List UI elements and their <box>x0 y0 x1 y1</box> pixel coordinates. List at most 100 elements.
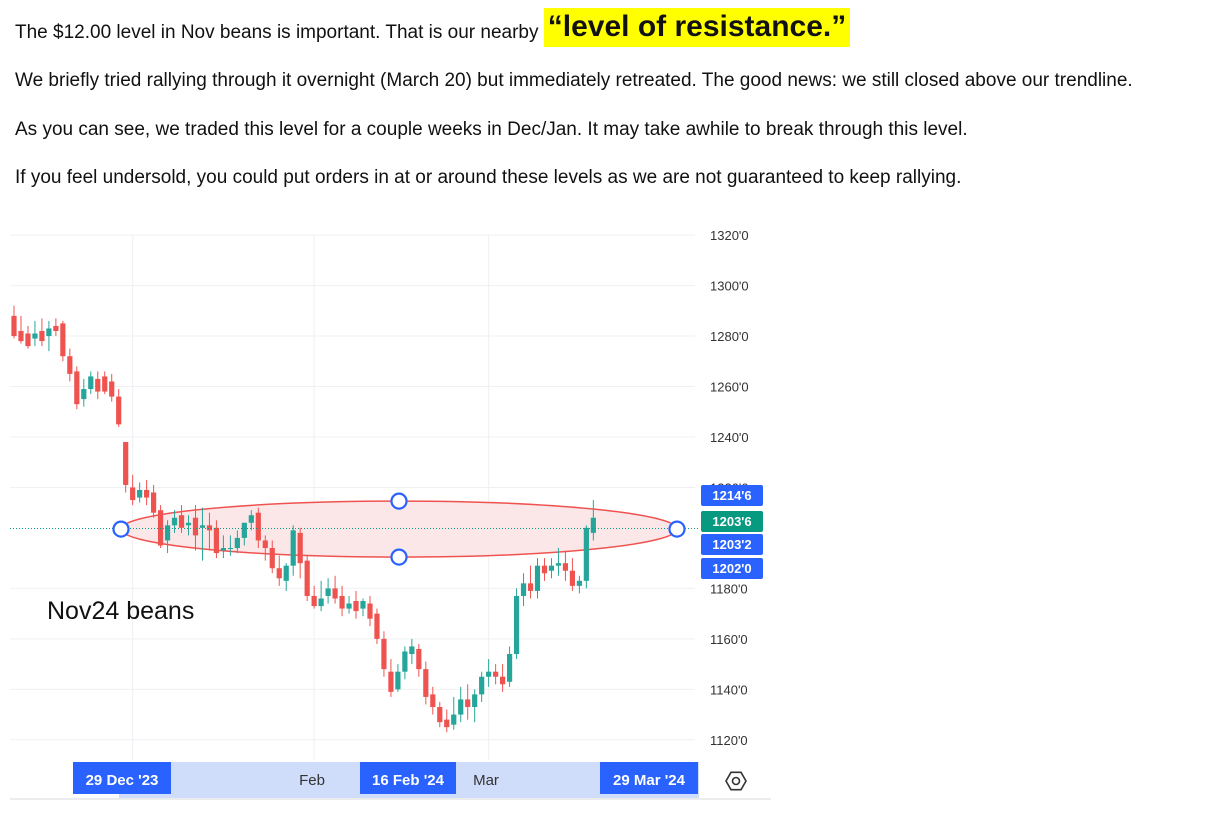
candle-down <box>569 570 575 586</box>
candle-down <box>206 525 213 531</box>
candle-down <box>527 583 534 591</box>
y-tick-label: 1140'0 <box>710 682 748 697</box>
candle-up <box>318 598 324 607</box>
candle-up <box>32 333 38 339</box>
candle-down <box>192 517 199 536</box>
date-badge <box>600 762 698 794</box>
candle-up <box>220 548 226 551</box>
date-badge <box>360 762 456 794</box>
candle-down <box>39 330 45 342</box>
candle-down <box>304 560 310 596</box>
date-badge-label: 29 Dec '23 <box>86 772 159 789</box>
candle-down <box>255 512 261 541</box>
candle-up <box>458 699 464 715</box>
candle-down <box>123 442 129 485</box>
candle-down <box>116 396 122 425</box>
candle-down <box>423 669 429 697</box>
candle-down <box>53 325 59 331</box>
candle-down <box>367 603 373 619</box>
paragraph-orders: If you feel undersold, you could put ord… <box>15 167 962 188</box>
candle-up <box>409 646 415 655</box>
candle-up <box>479 676 485 695</box>
price-badge-label: 1214'6 <box>712 488 751 503</box>
date-badge <box>73 762 171 794</box>
candle-up <box>164 525 171 541</box>
candle-up <box>185 522 192 526</box>
series-label: Nov24 beans <box>47 597 194 625</box>
ellipse-handle <box>668 520 686 538</box>
y-tick-label: 1300'0 <box>710 279 749 294</box>
candle-up <box>555 563 562 566</box>
candle-up <box>88 376 94 390</box>
y-tick-label: 1320'0 <box>710 228 749 243</box>
price-badge-label: 1203'2 <box>712 537 751 552</box>
date-badge-label: 29 Mar '24 <box>613 772 686 789</box>
candle-down <box>95 378 101 392</box>
candle-down <box>276 568 282 579</box>
candle-up <box>227 548 233 550</box>
candle-up <box>234 537 240 549</box>
paragraph-resistance: The $12.00 level in Nov beans is importa… <box>15 8 851 47</box>
candle-down <box>353 601 359 612</box>
candle-up <box>199 525 206 528</box>
y-tick-label: 1120'0 <box>710 733 748 748</box>
candle-up <box>472 694 478 708</box>
y-tick-label: 1260'0 <box>710 380 749 395</box>
overlay-layer: Nov24 beans 1214'6 1203'6 1203'2 1202'0 <box>10 485 763 791</box>
y-tick-label: 1240'0 <box>710 430 749 445</box>
candle-down <box>178 515 185 528</box>
candle-down <box>416 648 422 670</box>
candle-down <box>67 356 73 374</box>
candle-up <box>548 565 555 571</box>
candle-up <box>137 489 143 498</box>
candle-down <box>381 638 387 670</box>
grid-layer <box>10 234 695 760</box>
candle-down <box>157 510 164 546</box>
candle-up <box>513 595 520 655</box>
candle-up <box>171 517 178 526</box>
paragraph-rally: We briefly tried rallying through it ove… <box>15 70 1133 91</box>
candle-down <box>11 315 17 337</box>
candle-up <box>534 565 541 591</box>
ellipse-handle <box>390 492 408 510</box>
price-badge <box>701 558 763 579</box>
x-tick-label: Feb <box>299 772 325 789</box>
candle-up <box>590 517 596 533</box>
paragraph-resistance-text: The $12.00 level in Nov beans is importa… <box>15 22 544 43</box>
candle-down <box>430 694 436 708</box>
candle-up <box>583 527 589 581</box>
candle-down <box>339 595 345 609</box>
candle-down <box>493 671 499 677</box>
candle-down <box>465 699 471 708</box>
y-tick-label: 1160'0 <box>710 632 748 647</box>
candle-up <box>451 714 457 725</box>
candle-up <box>46 328 52 337</box>
price-badge-label: 1203'6 <box>712 514 751 529</box>
candle-down <box>311 595 317 607</box>
candle-up <box>402 651 408 672</box>
resistance-highlight: “level of resistance.” <box>543 8 851 47</box>
gear-icon[interactable] <box>725 771 747 791</box>
candle-down <box>151 492 157 513</box>
candle-down <box>102 376 108 392</box>
candle-down <box>262 540 268 549</box>
y-tick-label: 1180'0 <box>710 581 748 596</box>
candle-up <box>241 522 247 538</box>
candle-up <box>283 565 289 581</box>
date-badge-label: 16 Feb '24 <box>372 772 445 789</box>
x-tick-label: Mar <box>473 772 499 789</box>
candlestick-chart: 1320'01300'01280'01260'01240'01220'01180… <box>10 228 771 800</box>
candle-up <box>346 603 352 609</box>
candle-up <box>576 580 582 586</box>
candle-down <box>388 671 394 692</box>
price-badge <box>701 485 763 506</box>
gear-icon-center <box>731 776 741 786</box>
ellipse-handle <box>390 548 408 566</box>
candle-down <box>500 676 506 685</box>
price-badge-label: 1202'0 <box>712 561 751 576</box>
candle-down <box>60 323 66 357</box>
candle-up <box>325 588 331 596</box>
candle-up <box>486 671 492 677</box>
candle-down <box>144 489 150 498</box>
candle-down <box>437 707 443 723</box>
